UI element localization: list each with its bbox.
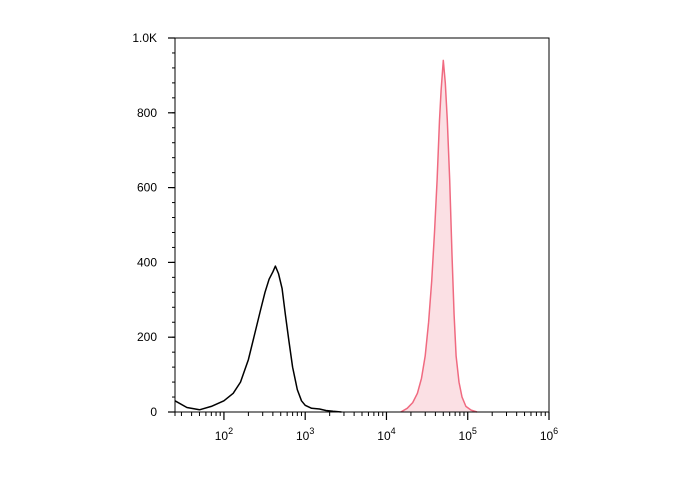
- y-tick-label: 600: [137, 181, 157, 195]
- y-tick-label: 1.0K: [132, 31, 157, 45]
- series-0-line: [174, 265, 342, 413]
- y-tick-label: 0: [150, 405, 157, 419]
- plot-frame: [174, 37, 550, 413]
- y-tick-label: 400: [137, 255, 157, 269]
- x-tick-label: 102: [215, 426, 233, 443]
- series-1-area: [400, 60, 477, 413]
- axis-layer: 0 200 400 600 800 1.0K 102 103 104 105 106: [132, 31, 558, 443]
- x-tick-label: 105: [459, 426, 477, 443]
- series-1-line: [400, 59, 478, 413]
- y-tick-label: 800: [137, 106, 157, 120]
- x-tick-label: 106: [540, 426, 558, 443]
- series-layer: [174, 59, 478, 413]
- x-tick-label: 104: [377, 426, 395, 443]
- y-tick-label: 200: [137, 330, 157, 344]
- x-tick-label: 103: [296, 426, 314, 443]
